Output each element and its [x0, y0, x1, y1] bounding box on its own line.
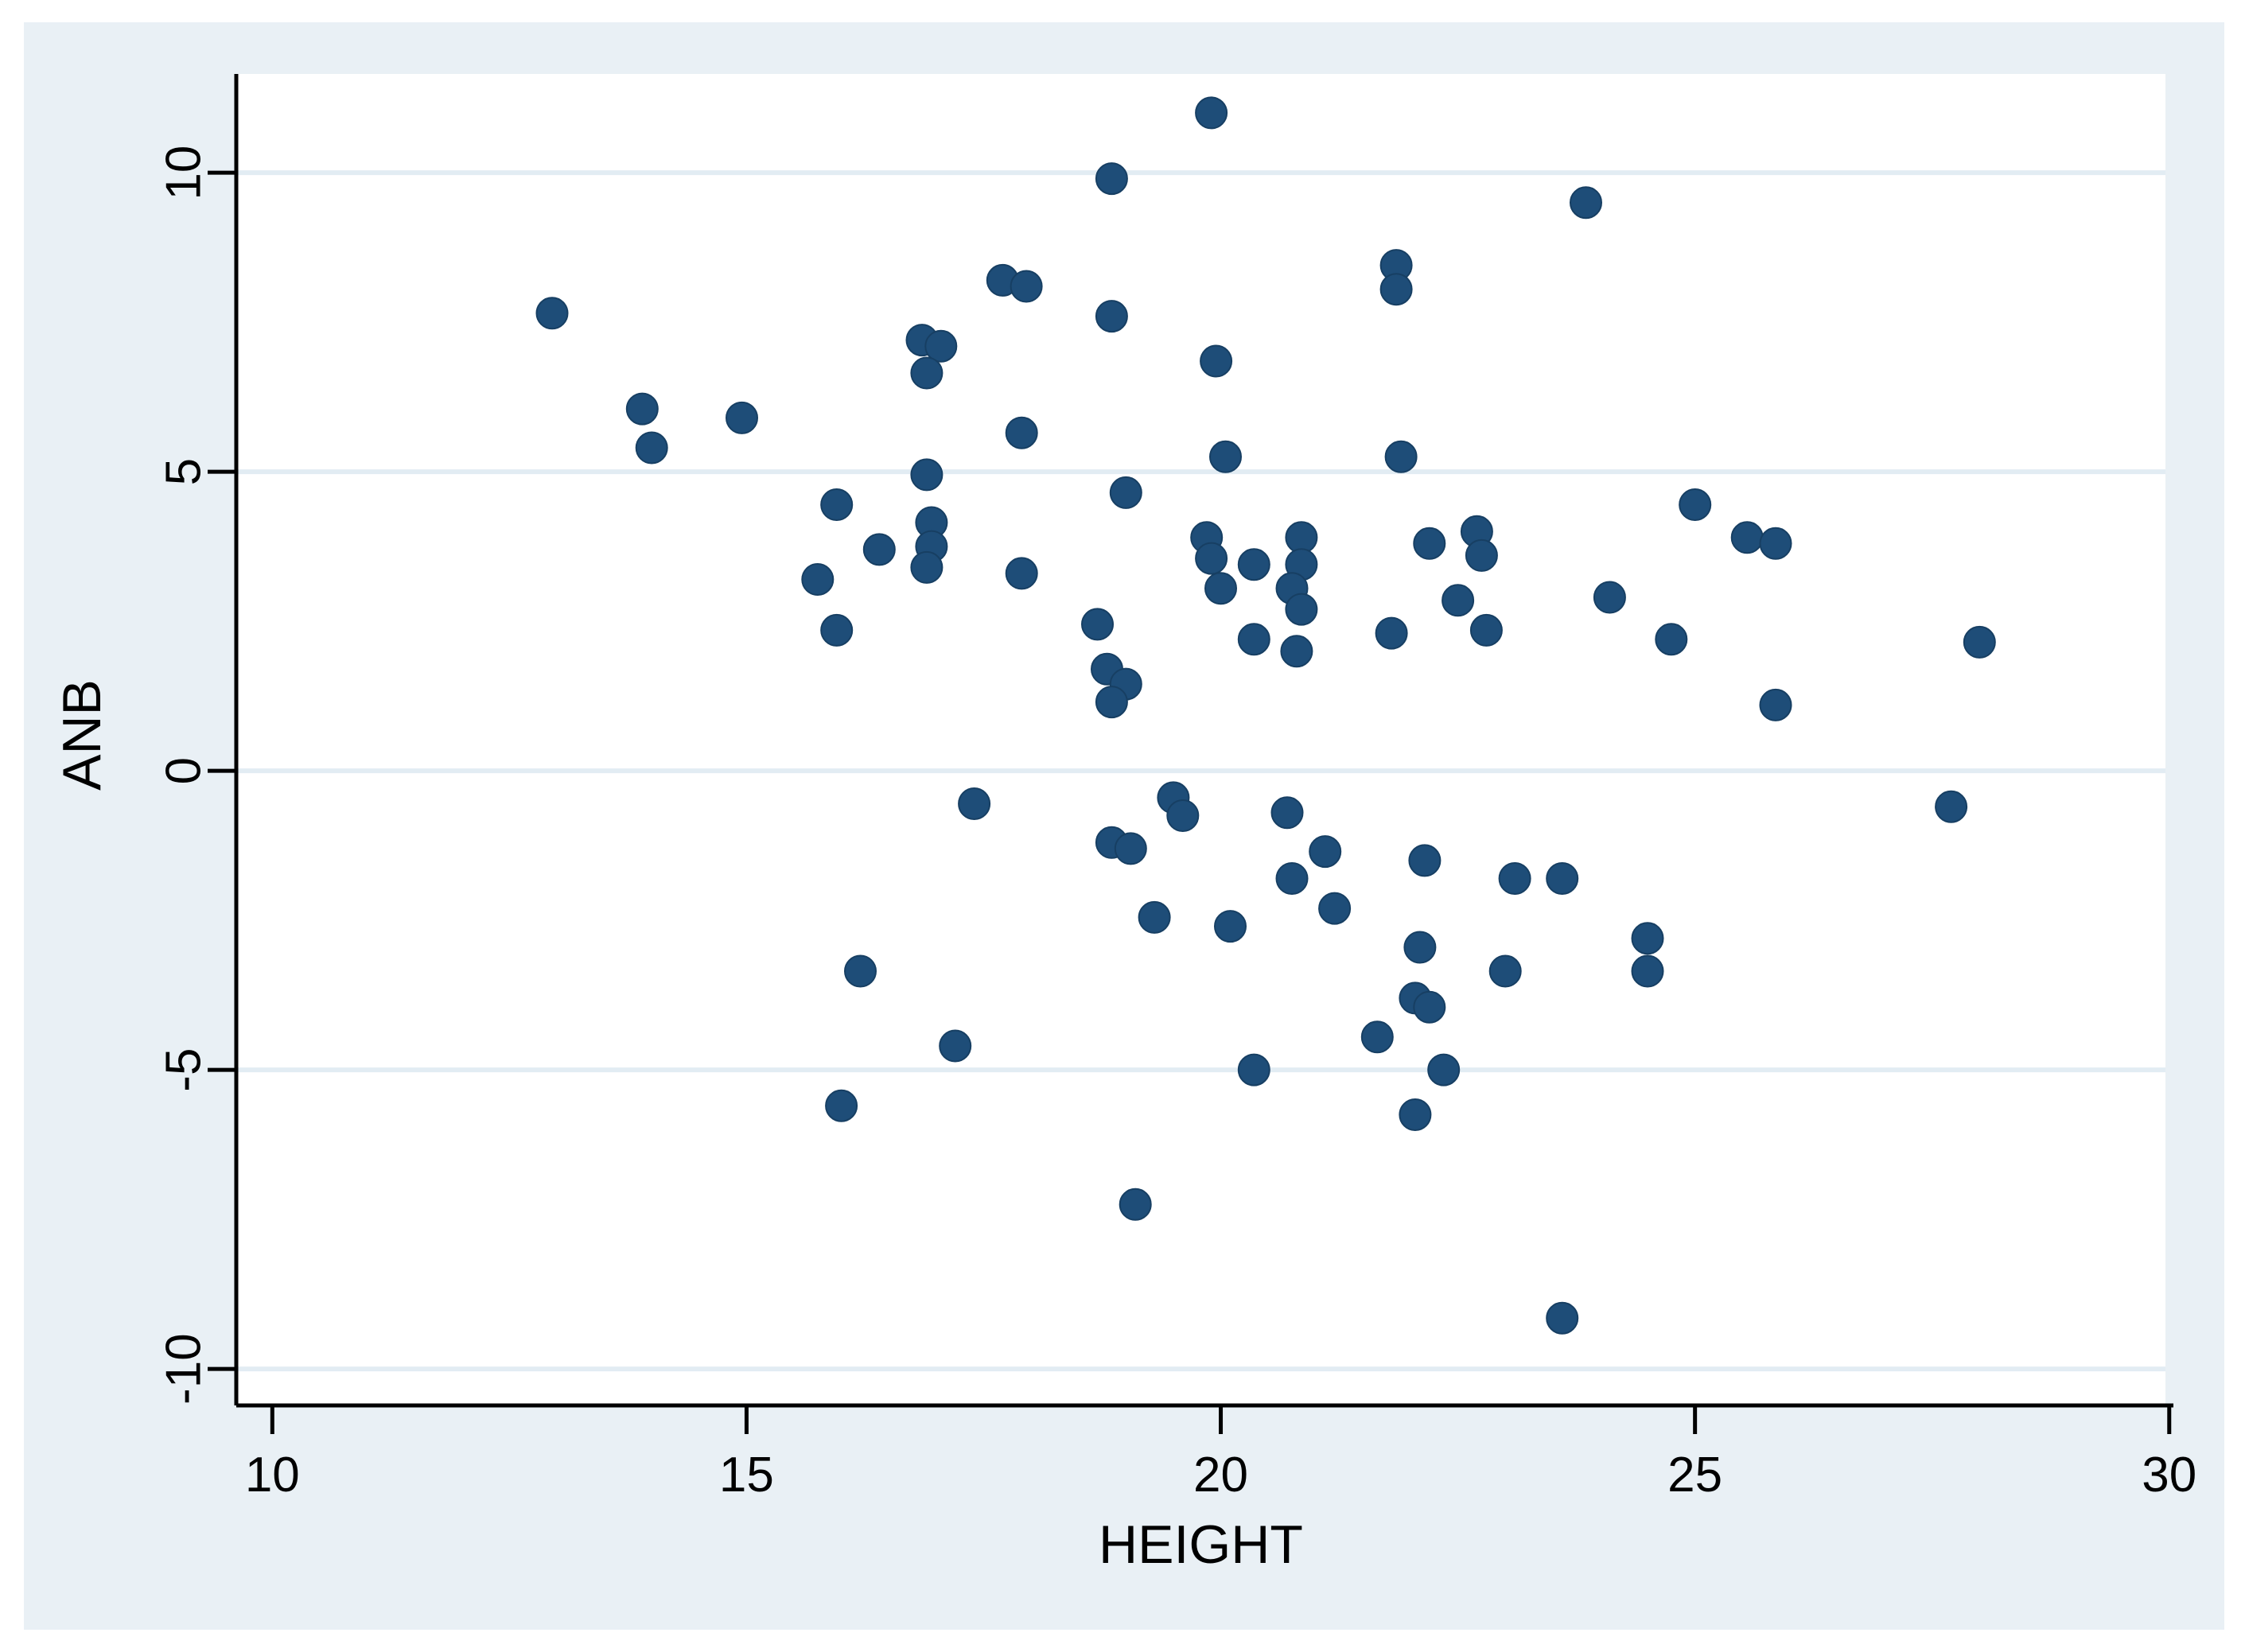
y-tick-label-10: 10	[156, 146, 211, 200]
data-point	[1679, 488, 1712, 521]
data-point	[1935, 790, 1968, 823]
data-point	[862, 533, 896, 566]
data-point	[1309, 835, 1342, 869]
data-point	[939, 1029, 972, 1063]
data-point	[1759, 688, 1792, 721]
data-point	[1081, 608, 1114, 641]
data-point	[1465, 538, 1498, 572]
data-point	[844, 954, 877, 988]
data-point	[1408, 844, 1442, 877]
data-point	[1498, 862, 1531, 895]
data-point	[1114, 832, 1147, 865]
data-point	[1109, 476, 1142, 509]
data-point	[1488, 954, 1522, 988]
data-point	[1963, 625, 1996, 659]
data-point	[1379, 273, 1413, 306]
data-point	[910, 356, 944, 390]
data-point	[1095, 300, 1128, 333]
data-point	[1204, 572, 1237, 605]
data-point	[1195, 542, 1228, 575]
data-point	[1280, 635, 1313, 668]
data-point	[635, 431, 668, 465]
data-point	[1237, 623, 1270, 656]
data-point	[1399, 1098, 1432, 1131]
data-point	[1200, 344, 1233, 378]
y-tick-label-0: 0	[156, 757, 211, 784]
data-point	[1413, 990, 1446, 1024]
data-point	[1237, 548, 1270, 581]
data-point	[1005, 416, 1038, 449]
data-point	[1209, 440, 1242, 473]
data-point	[1375, 616, 1408, 650]
data-point	[1427, 1053, 1461, 1086]
data-point	[1442, 584, 1475, 617]
data-point	[1593, 581, 1626, 614]
data-point	[625, 392, 659, 426]
data-point	[1119, 1187, 1152, 1221]
data-point	[924, 329, 958, 363]
data-point	[1166, 799, 1200, 832]
data-point	[1413, 527, 1446, 560]
data-point	[1730, 521, 1764, 554]
data-point	[1631, 954, 1664, 988]
data-point	[1403, 931, 1437, 964]
data-point	[1195, 96, 1228, 130]
y-axis-title: ANB	[52, 679, 112, 791]
plot-area	[236, 74, 2165, 1405]
x-tick-label-20: 20	[1193, 1448, 1248, 1502]
data-point	[825, 1089, 858, 1122]
data-point	[1360, 1020, 1394, 1054]
data-point	[1469, 613, 1503, 647]
data-point	[1546, 1301, 1579, 1335]
data-point	[1275, 862, 1309, 895]
data-point	[1214, 910, 1247, 943]
data-point	[1138, 900, 1171, 934]
x-tick-label-10: 10	[245, 1448, 300, 1502]
data-point	[726, 401, 758, 434]
x-tick-label-25: 25	[1667, 1448, 1722, 1502]
data-point	[1270, 796, 1304, 830]
data-point	[1631, 922, 1664, 955]
data-point	[1095, 686, 1128, 719]
x-tick-label-15: 15	[719, 1448, 774, 1502]
data-point	[1010, 270, 1043, 303]
data-point	[1570, 186, 1602, 220]
data-point	[1285, 593, 1318, 626]
data-point	[1095, 162, 1128, 196]
data-point	[1655, 623, 1688, 656]
data-point	[1384, 440, 1418, 473]
data-point	[1005, 557, 1038, 590]
x-axis-title: HEIGHT	[1099, 1514, 1303, 1575]
data-point	[535, 297, 569, 330]
data-point	[910, 550, 944, 584]
data-point	[1759, 527, 1792, 560]
y-tick-label-5: 5	[156, 458, 211, 485]
data-point	[1237, 1053, 1270, 1086]
x-tick-label-30: 30	[2142, 1448, 2196, 1502]
data-point	[1318, 892, 1352, 925]
data-point	[801, 563, 835, 596]
data-point	[820, 488, 854, 521]
data-point	[1546, 862, 1579, 895]
data-point	[910, 458, 944, 492]
y-tick-label--10: -10	[156, 1333, 211, 1405]
data-point	[958, 787, 991, 820]
data-point	[820, 613, 854, 647]
y-tick-label--5: -5	[156, 1048, 211, 1092]
